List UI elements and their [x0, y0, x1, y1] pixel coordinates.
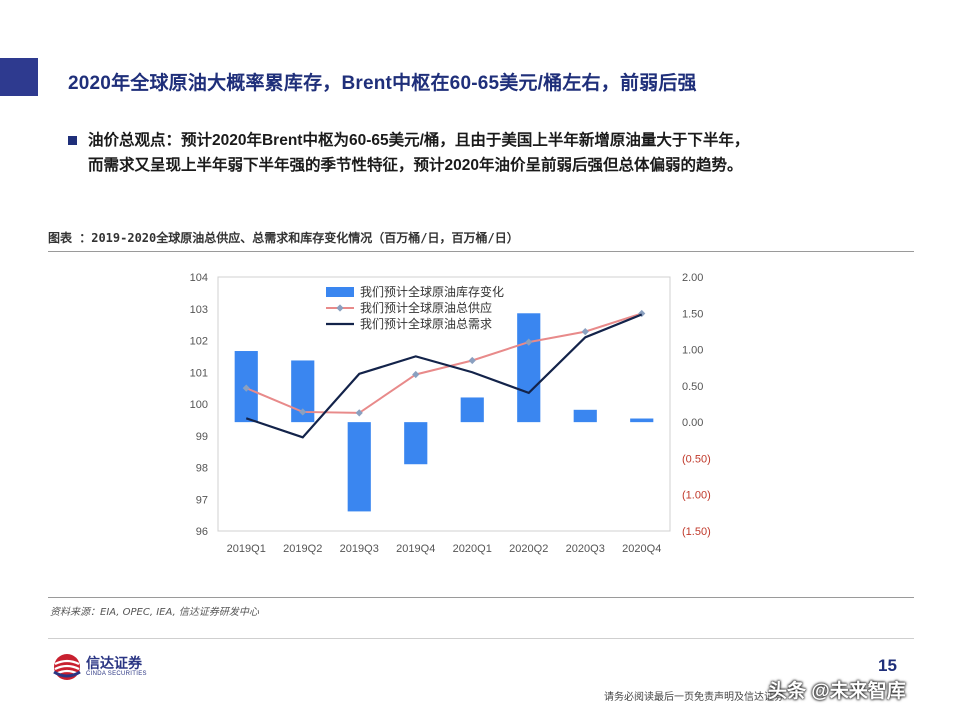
right-tick-label: 1.50: [682, 308, 703, 320]
left-tick-label: 100: [190, 399, 208, 411]
right-axis-ticks: (1.50) (1.00) (0.50) 0.00 0.50 1.00 1.50 2.00: [682, 272, 711, 538]
supply-point-2019Q2: [299, 408, 307, 416]
left-tick-label: 104: [190, 272, 208, 284]
inventory-bar-2020Q2: [517, 313, 541, 423]
left-tick-label: 101: [190, 367, 208, 379]
inventory-bar-2020Q1: [460, 397, 484, 423]
supply-point-2019Q3: [355, 409, 363, 417]
figure-caption: 图表 ：2019-2020全球原油总供应、总需求和库存变化情况（百万桶/日，百万…: [48, 231, 519, 245]
inventory-bars: [234, 313, 654, 512]
inventory-bar-2019Q2: [291, 360, 315, 423]
left-tick-label: 99: [196, 431, 208, 443]
left-tick-label: 96: [196, 526, 208, 538]
footer-divider: [48, 638, 914, 639]
supply-point-2020Q1: [468, 356, 476, 365]
legend-swatch-inventory: [326, 287, 354, 297]
watermark-text: 头条 @未来智库: [768, 681, 906, 702]
bullet-line-2: 而需求又呈现上半年弱下半年强的季节性特征，预计2020年油价呈前弱后强但总体偏弱…: [88, 157, 743, 174]
inventory-bar-2020Q3: [573, 409, 597, 423]
right-tick-label: 0.00: [682, 417, 703, 429]
disclaimer: 请务必阅读最后一页免责声明及信达证券: [604, 692, 784, 703]
caption-divider: [48, 251, 914, 252]
legend-label-1: 我们预计全球原油库存变化: [360, 284, 504, 299]
bullet-paragraph: 油价总观点：预计2020年Brent中枢为60-65美元/桶，且由于美国上半年新…: [68, 128, 908, 178]
demand-line: [245, 313, 643, 439]
right-tick-label: (0.50): [682, 453, 711, 465]
inventory-bar-2019Q4: [404, 422, 428, 465]
x-tick-label-2019Q3: 2019Q3: [340, 543, 379, 555]
plot-border: [217, 276, 671, 532]
x-tick-label-2020Q2: 2020Q2: [509, 543, 548, 555]
left-axis-ticks: 96 97 98 99 100 101 102 103 104: [190, 272, 208, 538]
source-note: 资料来源：EIA, OPEC, IEA, 信达证券研发中心: [50, 607, 259, 618]
right-tick-label: (1.50): [682, 526, 711, 538]
plot-frame: [217, 276, 671, 532]
page-number: 15: [878, 656, 897, 675]
left-tick-label: 97: [196, 494, 208, 506]
bullet-line-1: 油价总观点：预计2020年Brent中枢为60-65美元/桶，且由于美国上半年新…: [88, 132, 750, 149]
logo-text-en: CINDA SECURITIES: [86, 671, 147, 677]
left-tick-label: 98: [196, 463, 208, 475]
slide-title: 2020年全球原油大概率累库存，Brent中枢在60-65美元/桶左右，前弱后强: [68, 73, 697, 94]
supply-point-2020Q3: [581, 328, 589, 336]
right-tick-label: (1.00): [682, 490, 711, 502]
supply-point-2019Q1: [242, 384, 250, 392]
logo-globe-icon: [53, 654, 81, 680]
inventory-bar-2019Q3: [347, 422, 371, 512]
legend-label-3: 我们预计全球原油总需求: [360, 316, 492, 331]
right-tick-label: 0.50: [682, 381, 703, 393]
x-tick-label-2020Q4: 2020Q4: [622, 543, 661, 555]
inventory-bar-2020Q4: [630, 418, 654, 423]
x-tick-label-2019Q1: 2019Q1: [227, 543, 266, 555]
right-tick-label: 2.00: [682, 272, 703, 284]
x-axis-ticks: 2019Q1 2019Q2 2019Q3 2019Q4 2020Q1 2020Q2 2020…: [227, 543, 662, 555]
accent-square: [0, 58, 38, 96]
source-divider: [48, 597, 914, 598]
logo-text-cn: 信达证券: [86, 655, 142, 671]
series-lines: [242, 309, 646, 439]
right-tick-label: 1.00: [682, 345, 703, 357]
legend-marker-supply: [336, 304, 344, 312]
supply-point-2020Q2: [525, 338, 533, 346]
x-tick-label-2020Q1: 2020Q1: [453, 543, 492, 555]
supply-point-2019Q4: [412, 370, 420, 379]
x-tick-label-2019Q4: 2019Q4: [396, 543, 435, 555]
company-logo: 信达证券 CINDA SECURITIES: [52, 652, 182, 682]
legend-label-2: 我们预计全球原油总供应: [360, 300, 492, 315]
bullet-square-icon: [68, 136, 77, 145]
left-tick-label: 102: [190, 336, 208, 348]
supply-line: [245, 312, 643, 414]
x-tick-label-2020Q3: 2020Q3: [566, 543, 605, 555]
x-tick-label-2019Q2: 2019Q2: [283, 543, 322, 555]
left-tick-label: 103: [190, 304, 208, 316]
